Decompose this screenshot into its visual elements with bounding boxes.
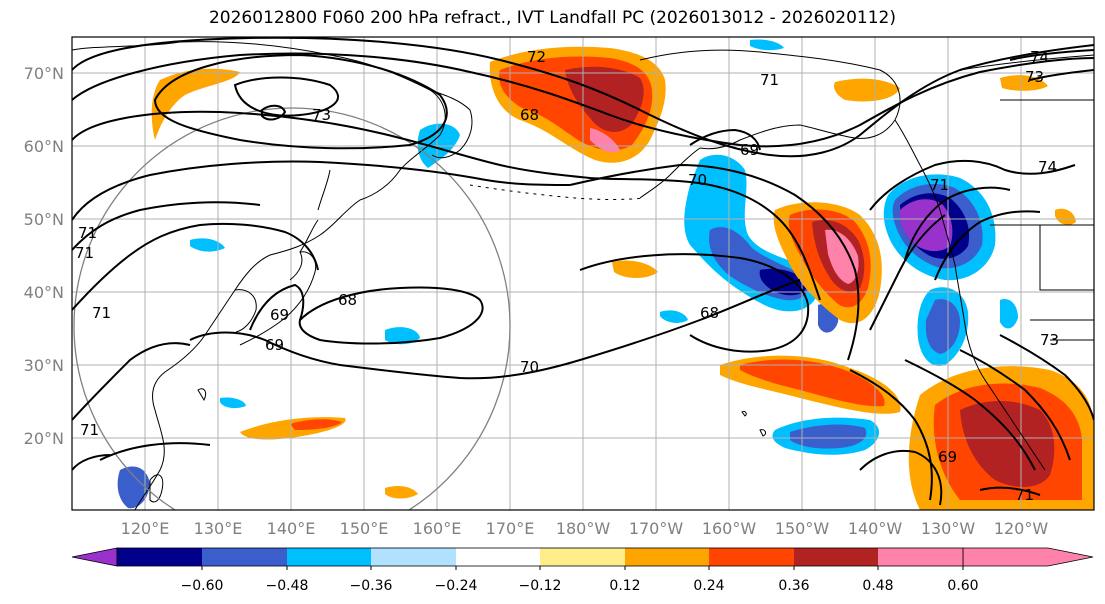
- colorbar-tick-label: −0.24: [435, 578, 478, 594]
- colorbar-tick-label: −0.60: [181, 578, 224, 594]
- contour-label: 71: [78, 224, 97, 242]
- lon-label: 150°E: [340, 519, 389, 538]
- contour-label: 68: [520, 106, 539, 124]
- lat-label: 70°N: [24, 64, 64, 83]
- map-frame: [71, 36, 1095, 511]
- colorbar-tick-label: 0.24: [693, 578, 724, 594]
- contour-label: 73: [1040, 331, 1059, 349]
- region-circle: [73, 107, 511, 510]
- contour-label: 74: [1030, 48, 1049, 66]
- contour-label-group: 72 71 74 73 73 68 69 70 74 71 68 68 69 7…: [75, 48, 1059, 504]
- lat-label: 30°N: [24, 356, 64, 375]
- colorbar-extend-high: [962, 547, 1094, 567]
- contour-label: 71: [760, 71, 779, 89]
- colorbar-swatch: [117, 548, 202, 566]
- contour-label: 69: [938, 448, 957, 466]
- colorbar-tick-label: 0.12: [609, 578, 640, 594]
- lon-label: 140°W: [848, 519, 903, 538]
- coastline: [72, 41, 1094, 510]
- lat-label: 20°N: [24, 429, 64, 448]
- colorbar-swatch: [794, 548, 878, 566]
- contour-label: 71: [92, 304, 111, 322]
- contour-label: 69: [740, 141, 759, 159]
- colorbar: −0.60 −0.48 −0.36 −0.24 −0.12 0.12 0.24 …: [71, 547, 1094, 594]
- lon-label: 150°W: [775, 519, 830, 538]
- colorbar-swatch: [456, 548, 540, 566]
- contour-label: 70: [520, 358, 539, 376]
- contour-label: 73: [312, 106, 331, 124]
- contour-label: 69: [270, 306, 289, 324]
- lon-label: 160°W: [702, 519, 757, 538]
- colorbar-tick-label: 0.36: [778, 578, 809, 594]
- colorbar-extend-low: [71, 547, 118, 567]
- contour-label: 68: [700, 304, 719, 322]
- contour-label: 69: [265, 336, 284, 354]
- lon-label: 170°E: [486, 519, 535, 538]
- lon-label: 170°W: [629, 519, 684, 538]
- colorbar-tick-label: 0.48: [862, 578, 893, 594]
- contour-label: 71: [1015, 486, 1034, 504]
- contour-label: 70: [688, 171, 707, 189]
- lon-label: 140°E: [267, 519, 316, 538]
- contour-label: 71: [80, 421, 99, 439]
- lon-label: 120°E: [121, 519, 170, 538]
- colorbar-tick-label: −0.12: [519, 578, 562, 594]
- colorbar-swatch: [709, 548, 794, 566]
- latitude-labels: 70°N 60°N 50°N 40°N 30°N 20°N: [24, 64, 64, 448]
- lat-label: 60°N: [24, 137, 64, 156]
- contour-label: 74: [1038, 158, 1057, 176]
- contour-lines: [72, 37, 1094, 506]
- colorbar-swatch: [371, 548, 456, 566]
- longitude-labels: 120°E 130°E 140°E 150°E 160°E 170°E 180°…: [121, 519, 1049, 538]
- colorbar-tick-label: −0.36: [350, 578, 393, 594]
- contour-label: 68: [338, 291, 357, 309]
- contour-label: 71: [75, 244, 94, 262]
- contour-label: 71: [930, 176, 949, 194]
- map-title: 2026012800 F060 200 hPa refract., IVT La…: [208, 8, 896, 28]
- colorbar-swatch: [878, 548, 963, 566]
- lon-label: 130°W: [921, 519, 976, 538]
- lon-label: 120°W: [994, 519, 1049, 538]
- lon-label: 160°E: [413, 519, 462, 538]
- colorbar-tick-label: −0.48: [266, 578, 309, 594]
- lon-label: 180°W: [556, 519, 611, 538]
- lat-label: 40°N: [24, 283, 64, 302]
- lat-label: 50°N: [24, 210, 64, 229]
- contour-label: 73: [1025, 68, 1044, 86]
- colorbar-swatch: [540, 548, 625, 566]
- colorbar-swatch: [625, 548, 709, 566]
- colorbar-swatch: [287, 548, 371, 566]
- contour-label: 72: [527, 48, 546, 66]
- colorbar-swatch: [202, 548, 287, 566]
- colorbar-tick-label: 0.60: [947, 578, 978, 594]
- lon-label: 130°E: [194, 519, 243, 538]
